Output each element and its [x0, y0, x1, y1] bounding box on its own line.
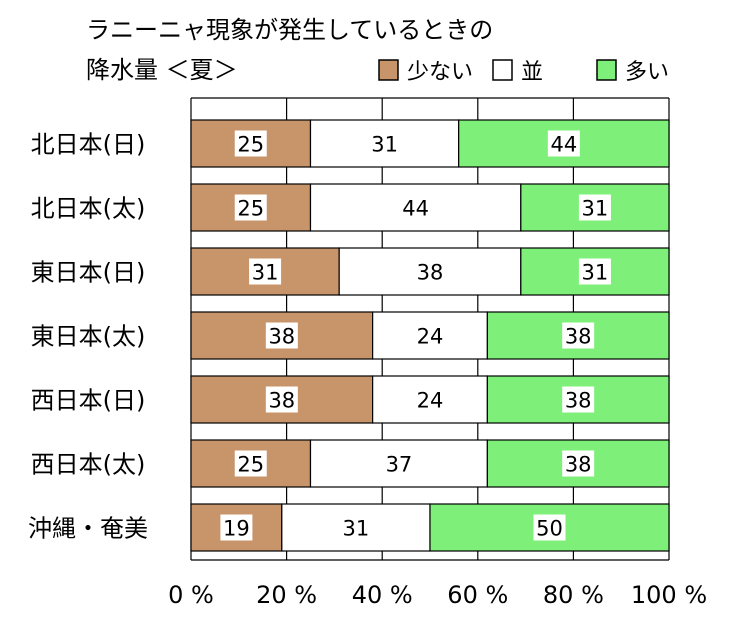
category-label: 西日本(太)	[31, 451, 146, 479]
value-label: 38	[417, 261, 444, 285]
value-label-bg	[249, 258, 282, 285]
value-label: 24	[417, 325, 444, 349]
value-label: 38	[565, 325, 592, 349]
legend: 少ない 並 多い	[378, 59, 669, 85]
value-label: 25	[237, 453, 264, 477]
x-axis-tick-labels: 0 % 20 % 40 % 60 % 80 % 100 %	[168, 581, 707, 609]
legend-swatch-3	[596, 59, 617, 81]
value-label-bg	[234, 130, 267, 157]
value-label: 38	[565, 389, 592, 413]
bars: 25 31 44 25 44 31 31 38 31 38 24 38 38 24 38 25 37 38 19 31…	[190, 119, 670, 552]
value-label-bg	[368, 130, 401, 157]
value-label: 31	[252, 261, 279, 285]
value-label-bg	[562, 450, 595, 477]
value-label: 38	[268, 325, 295, 349]
value-label-bg	[414, 258, 446, 285]
category-label: 北日本(日)	[31, 131, 146, 159]
x-tick-label: 0 %	[168, 581, 214, 609]
value-label: 44	[550, 133, 577, 157]
legend-swatch-2	[492, 59, 513, 81]
value-label: 31	[582, 261, 609, 285]
value-label: 25	[237, 133, 264, 157]
value-label: 24	[417, 389, 444, 413]
title-line-2: 降水量 ＜夏＞	[86, 56, 238, 84]
value-label-bg	[547, 130, 580, 157]
value-label-bg	[562, 386, 595, 413]
legend-label-1: 少ない	[407, 60, 473, 85]
category-label: 東日本(日)	[31, 259, 146, 287]
value-label: 38	[268, 389, 295, 413]
category-label: 東日本(太)	[31, 323, 146, 351]
category-label: 沖縄・奄美	[28, 515, 148, 543]
value-label: 19	[223, 517, 250, 541]
value-label: 37	[386, 453, 413, 477]
value-label-bg	[533, 514, 566, 541]
value-label-bg	[578, 194, 611, 221]
value-label: 44	[402, 197, 429, 221]
value-label-bg	[234, 194, 267, 221]
value-label-bg	[399, 194, 432, 221]
value-label: 31	[582, 197, 609, 221]
chart-title: ラニーニャ現象が発生しているときの 降水量 ＜夏＞	[86, 16, 493, 84]
value-label-bg	[562, 322, 595, 349]
value-label-bg	[339, 514, 372, 541]
value-label-bg	[220, 514, 253, 541]
title-line-1: ラニーニャ現象が発生しているときの	[86, 16, 493, 44]
value-label: 50	[536, 517, 563, 541]
category-label: 西日本(日)	[31, 387, 146, 415]
value-label-bg	[382, 450, 415, 477]
category-label: 北日本(太)	[31, 195, 146, 223]
legend-label-2: 並	[521, 60, 543, 85]
legend-swatch-1	[378, 59, 399, 81]
value-label-bg	[578, 258, 611, 285]
value-label-bg	[265, 322, 298, 349]
value-label: 25	[237, 197, 264, 221]
x-tick-label: 80 %	[543, 581, 604, 609]
x-tick-label: 100 %	[631, 581, 707, 609]
x-tick-label: 20 %	[256, 581, 317, 609]
x-tick-label: 40 %	[352, 581, 413, 609]
value-label-bg	[414, 322, 446, 349]
value-label: 38	[565, 453, 592, 477]
value-label-bg	[414, 386, 446, 413]
x-tick-label: 60 %	[447, 581, 508, 609]
value-label-bg	[234, 450, 267, 477]
legend-label-3: 多い	[625, 60, 669, 85]
category-labels: 北日本(日) 北日本(太) 東日本(日) 東日本(太) 西日本(日) 西日本(太) 沖縄・奄…	[28, 131, 148, 543]
value-label: 31	[371, 133, 398, 157]
value-label-bg	[265, 386, 298, 413]
bar-segment	[520, 247, 670, 296]
value-label: 31	[343, 517, 370, 541]
